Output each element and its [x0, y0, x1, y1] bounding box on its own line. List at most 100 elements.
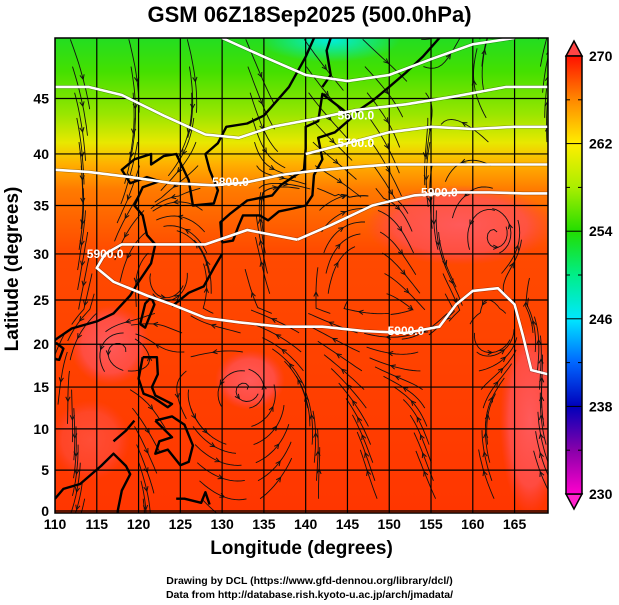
streamline [67, 370, 70, 424]
streamline [149, 273, 184, 299]
streamline-arrow [340, 194, 347, 199]
streamline [482, 363, 512, 409]
streamline [535, 431, 548, 477]
streamline [393, 386, 428, 427]
streamline [199, 480, 247, 501]
streamline [120, 142, 138, 205]
streamline-arrow [331, 337, 338, 343]
streamline-arrow [400, 269, 406, 276]
streamline-arrow [488, 396, 493, 403]
streamline-arrow [83, 300, 89, 307]
streamline-arrow [192, 76, 198, 83]
streamline [384, 273, 426, 311]
streamline [478, 449, 495, 499]
streamline-arrow [74, 486, 80, 494]
streamline-arrow [250, 291, 256, 298]
x-tick-label: 150 [378, 516, 402, 532]
streamline-arrow [509, 262, 514, 269]
streamline [383, 375, 426, 409]
streamline [371, 141, 402, 197]
streamline-arrow [203, 287, 209, 293]
streamline-arrow [72, 433, 78, 440]
colorbar-label: 270 [589, 48, 613, 64]
streamline-arrow [487, 349, 494, 356]
streamline-arrow [321, 64, 328, 71]
streamline-arrow [272, 185, 279, 191]
streamline-arrow [366, 469, 372, 476]
streamline-arrow [551, 174, 555, 179]
streamline-arrow [383, 58, 390, 64]
y-tick-label: 20 [33, 336, 49, 352]
coastline-path [176, 491, 211, 505]
streamline-arrow [275, 334, 282, 340]
streamline-arrow [335, 353, 342, 359]
colorbar-extend-max [564, 39, 584, 57]
streamline [75, 480, 83, 513]
streamline-arrow [205, 260, 211, 267]
streamline [69, 313, 97, 361]
streamline-arrow [416, 416, 422, 423]
streamline-arrow [132, 103, 138, 110]
streamline-arrow [76, 522, 80, 527]
streamline [539, 38, 548, 67]
streamline [72, 66, 88, 136]
streamline [479, 38, 481, 40]
streamline-arrow [394, 375, 401, 381]
streamline-arrow [133, 277, 139, 284]
streamline [440, 118, 489, 143]
streamline-arrow [75, 504, 81, 511]
streamline [364, 332, 417, 338]
coastline-path [219, 92, 353, 244]
streamline-arrow [435, 240, 441, 247]
streamline [359, 449, 378, 499]
streamline [343, 301, 389, 315]
streamline [415, 450, 437, 499]
streamline [492, 208, 512, 254]
streamline-arrow [328, 321, 335, 327]
x-tick-label: 110 [44, 516, 67, 532]
y-tick-label: 40 [33, 146, 49, 162]
streamline-arrow [488, 24, 492, 29]
streamline-arrow [79, 74, 85, 81]
streamline-arrow [481, 299, 487, 306]
contour-line [305, 125, 548, 156]
streamline [423, 38, 461, 69]
streamline [537, 38, 540, 40]
streamline [323, 354, 365, 390]
x-tick-label: 145 [336, 516, 360, 532]
streamline-arrow [538, 451, 544, 458]
contour-line [55, 85, 548, 140]
streamline-arrow [65, 396, 71, 403]
streamline-arrow [126, 194, 132, 201]
streamline-arrow [338, 226, 345, 233]
streamline [480, 349, 517, 390]
x-tick-label: 160 [461, 516, 485, 532]
streamline-arrow [316, 468, 322, 475]
x-tick-label: 120 [127, 516, 151, 532]
streamline-arrow [77, 333, 82, 340]
streamline [486, 393, 496, 445]
streamline [476, 329, 515, 357]
streamline-arrow [397, 226, 403, 232]
streamline [197, 462, 245, 482]
streamline [131, 407, 161, 453]
streamline-arrow [507, 223, 513, 230]
streamline [202, 263, 214, 314]
streamline [250, 309, 300, 334]
streamline-arrow [423, 470, 429, 477]
streamline [247, 66, 275, 130]
contour-line [95, 253, 548, 376]
streamline [556, 169, 559, 232]
coastline-path [139, 296, 156, 329]
streamline-arrow [383, 117, 389, 124]
streamline [57, 351, 68, 405]
streamline-arrow [210, 323, 217, 329]
streamline [539, 392, 547, 445]
streamline [351, 414, 374, 463]
streamline [71, 273, 93, 325]
streamline-arrow [174, 294, 181, 300]
streamline-arrow [410, 400, 417, 406]
streamline [469, 299, 507, 325]
streamline-arrow [445, 27, 450, 32]
y-tick-label: 10 [33, 421, 49, 437]
